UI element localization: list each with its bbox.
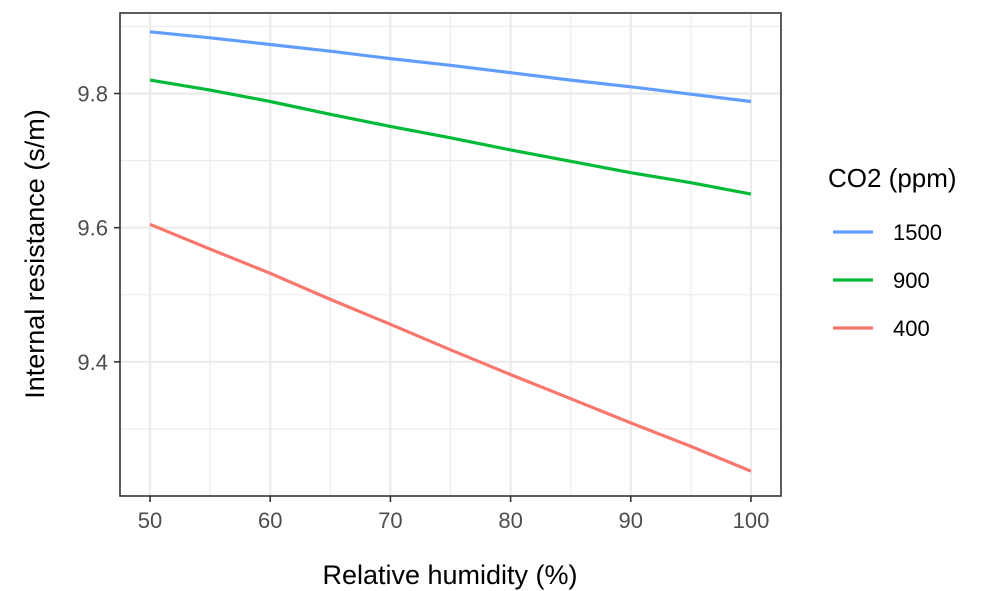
x-tick-label: 90	[619, 508, 643, 533]
y-tick-label: 9.8	[77, 82, 108, 107]
x-axis-title: Relative humidity (%)	[322, 560, 577, 590]
legend-label-1500: 1500	[893, 220, 942, 245]
x-tick-label: 70	[378, 508, 402, 533]
plot-panel-border	[119, 12, 782, 497]
legend-label-900: 900	[893, 268, 930, 293]
x-tick-label: 100	[733, 508, 770, 533]
legend-label-400: 400	[893, 316, 930, 341]
series-line-1500	[149, 30, 752, 104]
x-tick-label: 80	[498, 508, 522, 533]
y-axis-title: Internal resistance (s/m)	[20, 109, 50, 399]
legend: CO2 (ppm) 1500 900 400	[828, 163, 957, 341]
x-tick-label: 60	[258, 508, 282, 533]
x-axis-ticks: 50 60 70 80 90 100	[138, 496, 770, 533]
y-tick-label: 9.4	[77, 350, 108, 375]
y-axis-ticks: 9.4 9.6 9.8	[77, 82, 120, 375]
y-tick-label: 9.6	[77, 216, 108, 241]
grid	[120, 13, 781, 496]
series-lines	[149, 30, 752, 473]
legend-title: CO2 (ppm)	[828, 163, 957, 193]
x-tick-label: 50	[138, 508, 162, 533]
series-line-400	[149, 222, 752, 473]
legend-items: 1500 900 400	[833, 220, 942, 341]
series-line-900	[149, 78, 752, 196]
